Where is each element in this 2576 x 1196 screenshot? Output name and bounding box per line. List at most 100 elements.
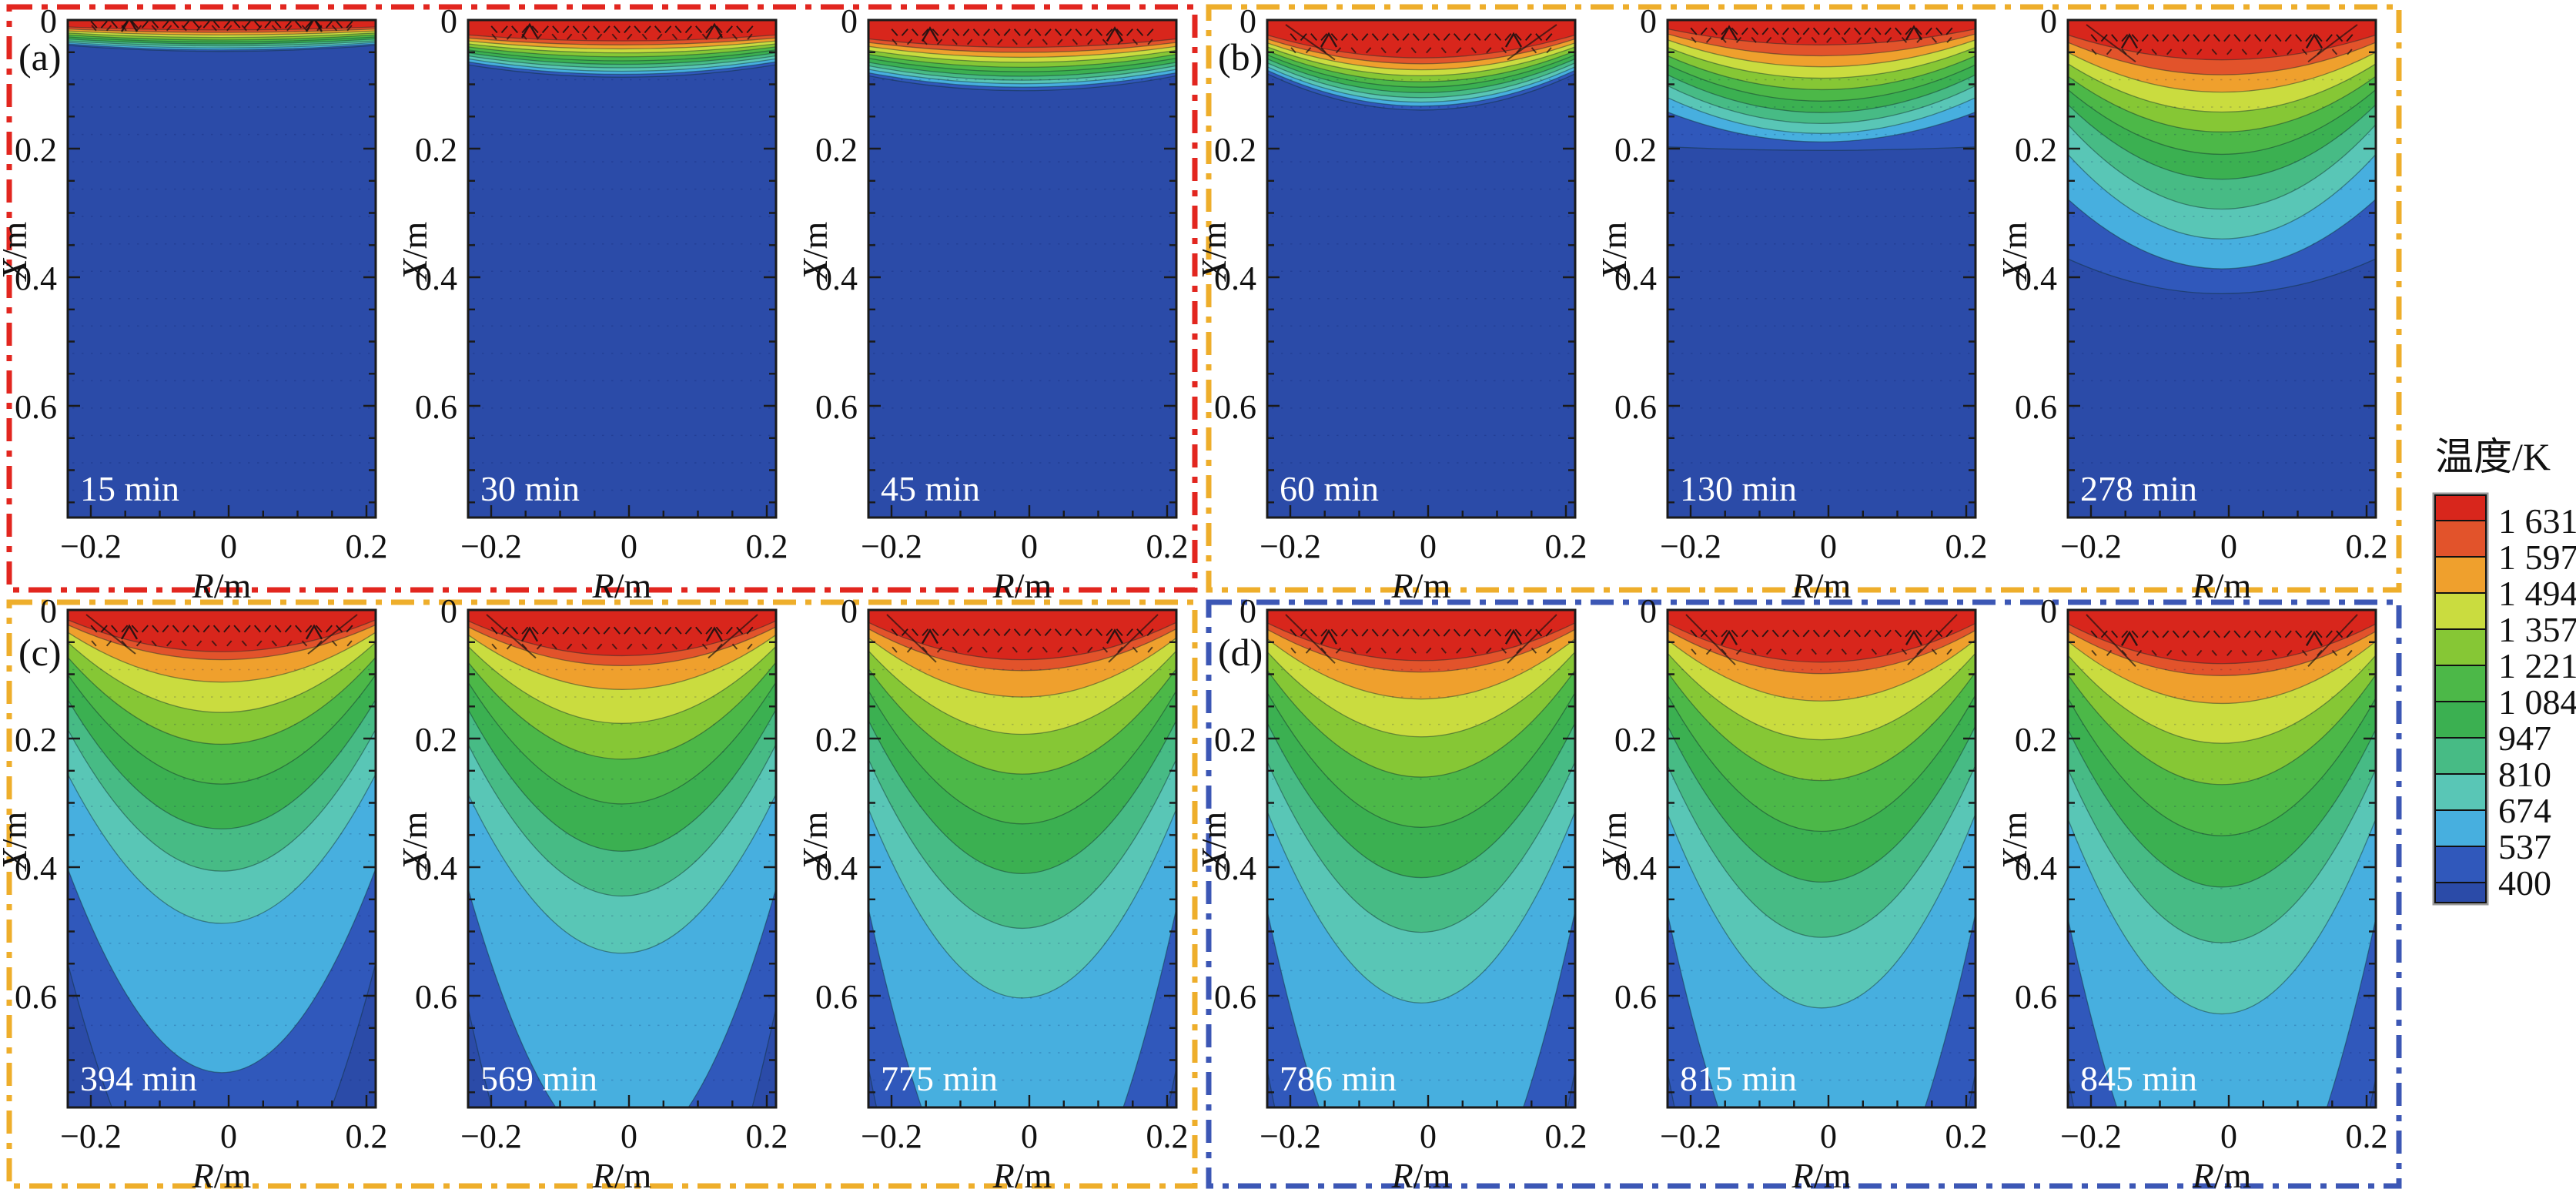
y-axis-title: X/m (1594, 221, 1634, 282)
x-tick-label: 0 (1420, 528, 1437, 565)
contour-bands (68, 610, 376, 1107)
y-tick-label: 0 (841, 592, 858, 630)
y-tick-label: 0.6 (415, 388, 457, 426)
contour-plot-cell: 0 0.2 0.4 0.6 −0.2 0 0.2 X/m R/m 130 min (1594, 2, 2003, 605)
y-tick-label: 0.4 (15, 260, 57, 297)
contour-plot-cell: 0 0.2 0.4 0.6 −0.2 0 0.2 X/m R/m 30 min (395, 2, 804, 605)
time-label: 786 min (1280, 1059, 1397, 1098)
colorbar-tick-label: 1 357 (2498, 610, 2576, 649)
contour-plot-cell: 0 0.2 0.4 0.6 −0.2 0 0.2 X/m R/m 60 min (1194, 2, 1603, 605)
x-tick-label: 0 (1021, 1117, 1038, 1155)
y-tick-label: 0.2 (1214, 131, 1256, 169)
contour-bands (2068, 20, 2376, 518)
x-tick-label: 0 (1021, 528, 1038, 565)
colorbar: 温度/K 1 631 1 597 1 494 1 357 1 221 1 084 947 810… (2408, 422, 2576, 946)
contour-plot-cell: 0 0.2 0.4 0.6 −0.2 0 0.2 X/m R/m 569 min (395, 592, 804, 1196)
y-tick-label: 0.6 (815, 978, 858, 1016)
panel-border-c (6, 599, 1198, 1189)
vector-dot-rows (72, 79, 371, 491)
y-tick-label: 0.2 (1214, 721, 1256, 759)
y-axis-title: X/m (395, 221, 434, 282)
y-tick-label: 0.4 (415, 849, 457, 887)
x-axis-title: R/m (992, 566, 1052, 605)
y-tick-label: 0.2 (2015, 131, 2057, 169)
y-tick-label: 0.4 (415, 260, 457, 297)
contour-plot-svg: 0 0.2 0.4 0.6 −0.2 0 0.2 X/m R/m 775 min (795, 592, 1189, 1195)
time-label: 45 min (881, 469, 980, 508)
y-tick-label: 0.4 (2015, 260, 2057, 297)
x-tick-label: −0.2 (460, 528, 522, 565)
y-tick-label: 0.2 (815, 721, 858, 759)
axis-ticks (2068, 18, 2376, 518)
x-tick-label: −0.2 (1260, 1117, 1321, 1155)
time-label: 845 min (2080, 1059, 2197, 1098)
vector-dot-rows (1672, 79, 1971, 491)
panel-label: (a) (18, 35, 62, 79)
x-tick-label: 0 (621, 528, 637, 565)
vector-dot-rows (2073, 668, 2371, 1081)
axis-ticks (468, 608, 776, 1107)
x-axis-title: R/m (1791, 566, 1852, 605)
axis-ticks (68, 18, 376, 518)
panel-group-a: (a)00.20.40.6−0.200.2X/mR/m15 min00.20.4… (0, 2, 1198, 605)
colorbar-tick-label: 1 631 (2498, 501, 2576, 541)
panel-label: (d) (1218, 631, 1263, 674)
time-label: 775 min (881, 1059, 998, 1098)
contour-plot-svg: 0 0.2 0.4 0.6 −0.2 0 0.2 X/m R/m 786 min (1194, 592, 1587, 1195)
vector-dot-rows (473, 79, 771, 491)
contour-bands (2068, 610, 2376, 1107)
y-tick-label: 0 (1239, 592, 1256, 630)
y-axis-title: X/m (1995, 221, 2034, 282)
vector-dot-rows (473, 668, 771, 1081)
panel-border-d (1206, 599, 2402, 1189)
time-label: 278 min (2080, 469, 2197, 508)
contour-plot-svg: 0 0.2 0.4 0.6 −0.2 0 0.2 X/m R/m 815 min (1594, 592, 1988, 1195)
panel-border-a (6, 4, 1198, 593)
x-axis-title: R/m (1391, 566, 1451, 605)
x-axis-title: R/m (592, 1156, 652, 1195)
x-tick-label: 0 (220, 528, 237, 565)
y-tick-label: 0.2 (815, 131, 858, 169)
contour-plot-svg: 0 0.2 0.4 0.6 −0.2 0 0.2 X/m R/m 278 min (1995, 2, 2388, 605)
axis-ticks (1668, 608, 1975, 1107)
time-label: 394 min (80, 1059, 197, 1098)
velocity-vectors (891, 26, 1154, 45)
axis-ticks (2068, 608, 2376, 1107)
axis-ticks (468, 18, 776, 518)
x-tick-label: 0.2 (1545, 1117, 1587, 1155)
y-tick-label: 0.4 (1614, 260, 1657, 297)
x-axis-title: R/m (2192, 1156, 2252, 1195)
y-tick-label: 0.4 (1214, 260, 1256, 297)
contour-bands (868, 610, 1176, 1107)
panel-label: (c) (18, 631, 62, 674)
panel-border-b (1206, 4, 2402, 593)
colorbar-tick-label: 400 (2498, 863, 2551, 903)
y-tick-label: 0.6 (815, 388, 858, 426)
contour-plot-svg: 0 0.2 0.4 0.6 −0.2 0 0.2 X/m R/m 845 min (1995, 592, 2388, 1195)
contour-bands (1267, 610, 1575, 1107)
contour-plot-cell: 0 0.2 0.4 0.6 −0.2 0 0.2 X/m R/m 394 min (0, 592, 403, 1196)
x-tick-label: −0.2 (861, 528, 922, 565)
colorbar-tick-label: 1 221 (2498, 646, 2576, 685)
y-axis-title: X/m (395, 811, 434, 872)
y-tick-label: 0.2 (2015, 721, 2057, 759)
y-tick-label: 0.6 (1214, 978, 1256, 1016)
x-tick-label: −0.2 (2060, 1117, 2122, 1155)
y-tick-label: 0 (2040, 592, 2057, 630)
x-tick-label: 0 (2220, 1117, 2237, 1155)
panel-group-d: (d) 0 0.2 0.4 0.6 −0.2 0 0.2 X/m R/m 786 min 0 0.2 0.… (1194, 592, 2402, 1195)
axis-ticks (868, 18, 1176, 518)
x-tick-label: −0.2 (861, 1117, 922, 1155)
contour-bands (1267, 20, 1575, 518)
contour-plot-cell: 0 0.2 0.4 0.6 −0.2 0 0.2 X/m R/m 775 min (795, 592, 1204, 1196)
axis-ticks (868, 608, 1176, 1107)
colorbar-tick-label: 537 (2498, 827, 2551, 866)
y-axis-title: X/m (0, 811, 34, 872)
x-tick-label: 0.2 (1945, 1117, 1988, 1155)
y-tick-label: 0.4 (815, 849, 858, 887)
y-tick-label: 0 (2040, 2, 2057, 40)
axis-ticks (1267, 18, 1575, 518)
panel-label: (b) (1218, 35, 1263, 79)
y-tick-label: 0.6 (1614, 388, 1657, 426)
